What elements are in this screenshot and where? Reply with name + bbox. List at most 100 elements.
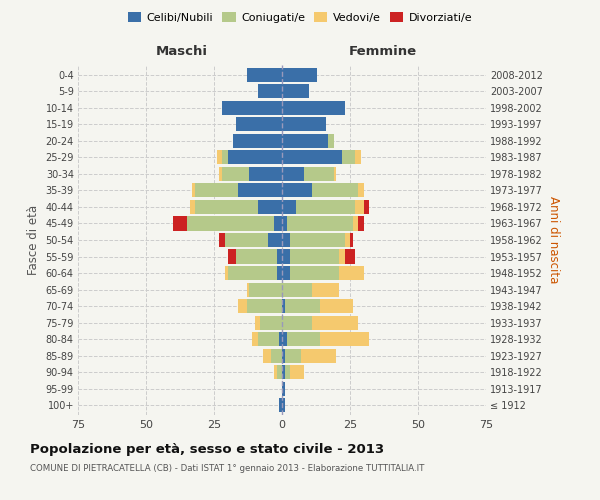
Bar xyxy=(285,299,320,313)
Bar xyxy=(282,101,344,115)
Bar xyxy=(355,200,364,214)
Bar xyxy=(252,332,257,346)
Bar xyxy=(358,184,364,198)
Bar xyxy=(344,250,355,264)
Bar xyxy=(173,216,187,230)
Bar xyxy=(227,250,236,264)
Bar xyxy=(274,216,282,230)
Bar xyxy=(236,250,277,264)
Bar xyxy=(339,266,364,280)
Bar xyxy=(290,266,339,280)
Bar xyxy=(268,233,282,247)
Bar xyxy=(282,118,326,132)
Bar xyxy=(260,316,282,330)
Bar xyxy=(187,216,274,230)
Bar xyxy=(328,134,334,148)
Bar xyxy=(334,167,337,181)
Bar xyxy=(285,348,301,362)
Bar xyxy=(279,332,282,346)
Bar xyxy=(339,250,344,264)
Bar xyxy=(304,167,334,181)
Bar xyxy=(195,200,257,214)
Bar xyxy=(282,250,290,264)
Bar xyxy=(274,365,277,379)
Bar xyxy=(282,134,328,148)
Bar xyxy=(282,282,312,296)
Y-axis label: Anni di nascita: Anni di nascita xyxy=(547,196,560,284)
Bar xyxy=(236,118,282,132)
Bar xyxy=(222,167,250,181)
Bar xyxy=(287,332,320,346)
Bar xyxy=(355,150,361,164)
Bar xyxy=(257,84,282,98)
Bar xyxy=(233,134,282,148)
Legend: Celibi/Nubili, Coniugati/e, Vedovi/e, Divorziati/e: Celibi/Nubili, Coniugati/e, Vedovi/e, Di… xyxy=(124,8,476,28)
Bar xyxy=(282,365,285,379)
Bar xyxy=(282,216,287,230)
Bar xyxy=(257,332,279,346)
Bar xyxy=(190,200,195,214)
Bar xyxy=(282,382,285,396)
Bar xyxy=(282,233,290,247)
Bar xyxy=(222,150,227,164)
Bar xyxy=(225,266,227,280)
Bar xyxy=(282,398,285,412)
Bar xyxy=(250,167,282,181)
Bar xyxy=(282,184,312,198)
Bar xyxy=(290,250,339,264)
Bar xyxy=(247,299,282,313)
Bar xyxy=(285,365,290,379)
Bar xyxy=(312,316,358,330)
Bar xyxy=(320,332,369,346)
Bar xyxy=(282,299,285,313)
Bar xyxy=(290,233,344,247)
Text: Popolazione per età, sesso e stato civile - 2013: Popolazione per età, sesso e stato civil… xyxy=(30,442,384,456)
Text: COMUNE DI PIETRACATELLA (CB) - Dati ISTAT 1° gennaio 2013 - Elaborazione TUTTITA: COMUNE DI PIETRACATELLA (CB) - Dati ISTA… xyxy=(30,464,424,473)
Bar xyxy=(279,398,282,412)
Bar xyxy=(257,200,282,214)
Bar xyxy=(222,101,282,115)
Bar xyxy=(238,184,282,198)
Bar xyxy=(227,150,282,164)
Bar xyxy=(312,282,339,296)
Bar xyxy=(353,216,358,230)
Bar xyxy=(290,365,304,379)
Bar xyxy=(225,233,268,247)
Bar xyxy=(301,348,337,362)
Bar xyxy=(282,348,285,362)
Bar xyxy=(282,167,304,181)
Bar xyxy=(344,233,350,247)
Bar xyxy=(312,184,358,198)
Bar xyxy=(250,282,282,296)
Bar xyxy=(220,167,222,181)
Text: Femmine: Femmine xyxy=(349,46,417,59)
Bar xyxy=(247,68,282,82)
Bar xyxy=(350,233,353,247)
Bar xyxy=(277,250,282,264)
Text: Maschi: Maschi xyxy=(155,46,208,59)
Bar xyxy=(282,84,309,98)
Bar xyxy=(282,150,342,164)
Bar xyxy=(296,200,355,214)
Bar xyxy=(282,332,287,346)
Bar xyxy=(277,266,282,280)
Bar xyxy=(220,233,225,247)
Bar xyxy=(364,200,369,214)
Bar xyxy=(195,184,238,198)
Bar xyxy=(277,365,282,379)
Bar xyxy=(282,316,312,330)
Bar xyxy=(227,266,277,280)
Bar xyxy=(217,150,222,164)
Bar xyxy=(342,150,355,164)
Bar xyxy=(320,299,353,313)
Bar xyxy=(282,266,290,280)
Bar xyxy=(282,200,296,214)
Bar xyxy=(247,282,250,296)
Bar xyxy=(358,216,364,230)
Bar xyxy=(263,348,271,362)
Bar xyxy=(255,316,260,330)
Y-axis label: Fasce di età: Fasce di età xyxy=(27,205,40,275)
Bar xyxy=(192,184,195,198)
Bar xyxy=(271,348,282,362)
Bar xyxy=(238,299,247,313)
